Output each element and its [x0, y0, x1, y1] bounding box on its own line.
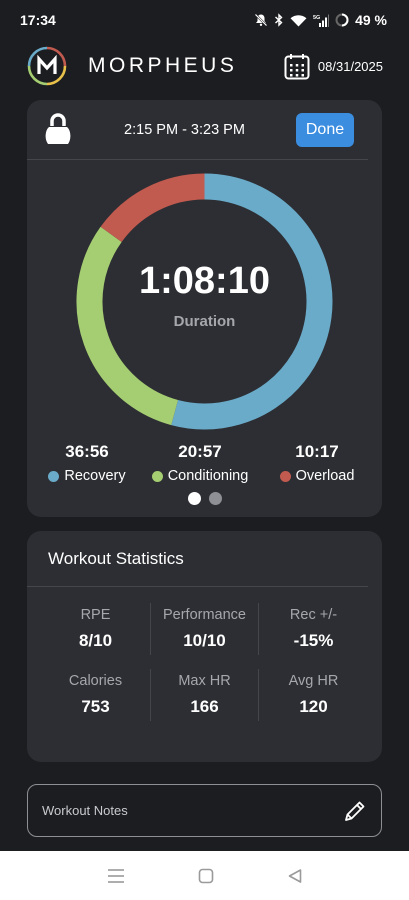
- system-nav-bar: [0, 851, 409, 900]
- zone-legend: Overload: [279, 468, 355, 484]
- workout-notes-input[interactable]: [42, 803, 343, 818]
- stat-label: Max HR: [178, 673, 231, 689]
- back-icon[interactable]: [287, 868, 303, 884]
- zone-label: Conditioning: [167, 468, 249, 484]
- recent-apps-icon[interactable]: [107, 868, 125, 884]
- zone-legend: Conditioning: [151, 468, 249, 484]
- status-time: 17:34: [20, 12, 56, 28]
- calendar-icon[interactable]: [284, 53, 310, 80]
- zone-legend: Recovery: [48, 468, 126, 484]
- status-bar: 17:34 5G 49 %: [0, 0, 409, 40]
- stat-performance: Performance 10/10: [150, 603, 259, 655]
- morpheus-logo-icon: [27, 46, 67, 86]
- zone-ring-chart: 1:08:10 Duration: [75, 172, 334, 431]
- stats-grid: RPE 8/10 Performance 10/10 Rec +/- -15% …: [41, 603, 368, 721]
- status-icons: 5G 49 %: [254, 12, 387, 28]
- stat-value: 8/10: [78, 631, 113, 650]
- svg-text:5G: 5G: [313, 15, 320, 21]
- cellular-signal-icon: 5G: [313, 14, 330, 27]
- conditioning-dot: [151, 470, 163, 482]
- stat-avg-hr: Avg HR 120: [259, 669, 368, 721]
- ring-segment-conditioning: [76, 226, 179, 426]
- page-indicator[interactable]: [27, 492, 382, 505]
- zone-label: Overload: [295, 468, 355, 484]
- zone-value: 20:57: [178, 442, 222, 461]
- zone-label: Recovery: [64, 468, 126, 484]
- zone-recovery: 36:56 Recovery: [41, 442, 133, 484]
- stat-value: 753: [81, 697, 110, 716]
- ring-center: 1:08:10 Duration: [75, 172, 334, 431]
- zone-breakdown: 36:56 Recovery 20:57 Conditioning 10:17 …: [27, 442, 382, 486]
- zone-overload: 10:17 Overload: [275, 442, 359, 484]
- stat-label: Calories: [68, 673, 123, 689]
- kettlebell-icon: [45, 112, 71, 144]
- done-button[interactable]: Done: [296, 112, 354, 147]
- stat-max-hr: Max HR 166: [150, 669, 259, 721]
- card-header: 2:15 PM - 3:23 PM Done: [27, 100, 368, 160]
- battery-percent: 49 %: [355, 12, 387, 28]
- zone-value: 10:17: [295, 442, 339, 461]
- bell-muted-icon: [254, 13, 268, 27]
- stat-calories: Calories 753: [41, 669, 150, 721]
- battery-ring-icon: [335, 13, 349, 27]
- workout-notes-field[interactable]: [27, 784, 382, 837]
- ring-segment-overload: [100, 173, 205, 243]
- stat-label: Performance: [162, 607, 246, 623]
- bluetooth-icon: [275, 13, 283, 27]
- duration-label: Duration: [173, 312, 236, 330]
- stats-title: Workout Statistics: [27, 531, 368, 587]
- wifi-icon: [290, 14, 307, 26]
- stat-rpe: RPE 8/10: [41, 603, 150, 655]
- app-title: MORPHEUS: [88, 54, 238, 77]
- workout-statistics-card: Workout Statistics RPE 8/10 Performance …: [27, 531, 382, 762]
- session-time-range: 2:15 PM - 3:23 PM: [124, 121, 245, 138]
- page-dot-active[interactable]: [187, 492, 201, 505]
- stat-value: 10/10: [183, 631, 226, 650]
- stat-recovery-delta: Rec +/- -15%: [259, 603, 368, 655]
- stat-label: Rec +/-: [289, 607, 338, 623]
- stat-label: Avg HR: [288, 673, 339, 689]
- stat-label: RPE: [80, 607, 111, 623]
- pencil-icon[interactable]: [343, 799, 367, 823]
- app-header: MORPHEUS 08/31/2025: [0, 44, 409, 88]
- recovery-dot: [48, 470, 60, 482]
- zone-conditioning: 20:57 Conditioning: [145, 442, 255, 484]
- page-dot[interactable]: [208, 492, 222, 505]
- selected-date[interactable]: 08/31/2025: [317, 58, 383, 74]
- ring-segment-recovery: [171, 173, 333, 430]
- zone-value: 36:56: [65, 442, 109, 461]
- workout-duration-card: 2:15 PM - 3:23 PM Done 1:08:10 Duration …: [27, 100, 382, 517]
- overload-dot: [279, 470, 291, 482]
- duration-value: 1:08:10: [139, 259, 270, 302]
- home-icon[interactable]: [198, 868, 214, 884]
- stat-value: -15%: [293, 631, 334, 650]
- stat-value: 120: [299, 697, 328, 716]
- date-picker[interactable]: 08/31/2025: [284, 53, 383, 80]
- stat-value: 166: [190, 697, 219, 716]
- zone-ring-svg: [76, 173, 333, 430]
